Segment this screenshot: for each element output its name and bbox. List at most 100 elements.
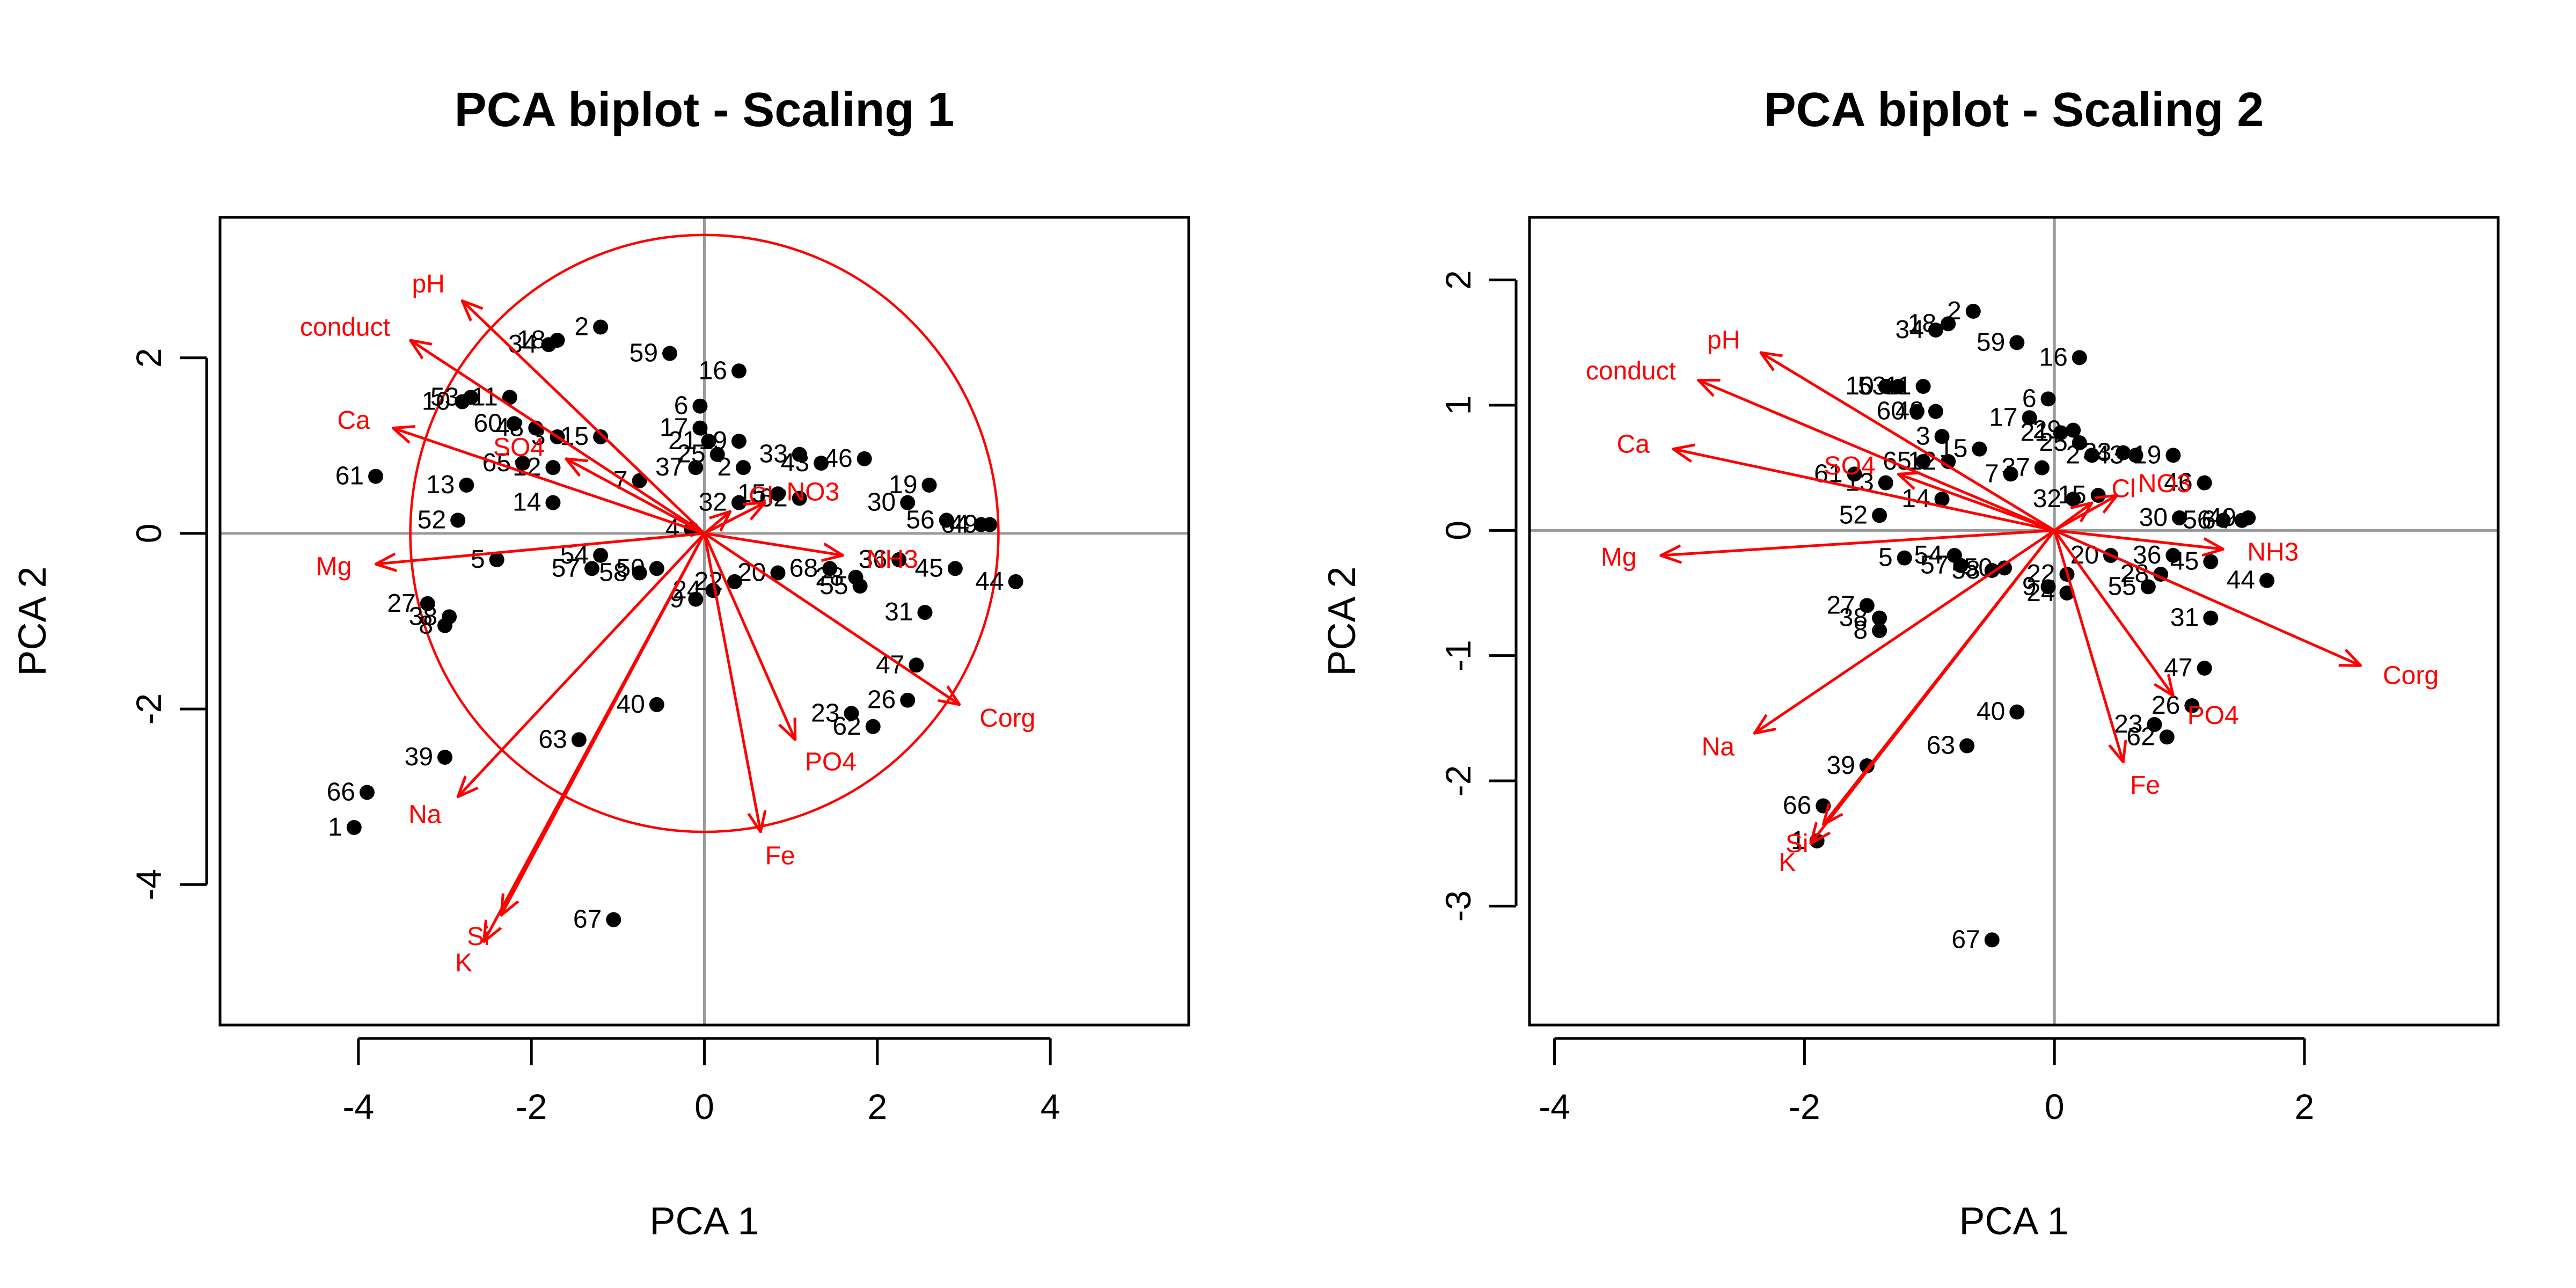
variable-label: Corg bbox=[2383, 662, 2439, 690]
site-label: 36 bbox=[2133, 541, 2161, 569]
site-label: 49 bbox=[2208, 503, 2236, 532]
variable-label: SO4 bbox=[1824, 452, 1876, 480]
site-label: 53 bbox=[1858, 372, 1886, 400]
variable-arrow bbox=[2053, 529, 2173, 696]
y-tick-label: -3 bbox=[1438, 890, 1478, 922]
site-label: 32 bbox=[699, 488, 727, 517]
variable-arrow bbox=[2053, 530, 2123, 762]
site-label: 34 bbox=[1896, 316, 1924, 344]
site-label: 5 bbox=[471, 545, 485, 574]
site-point bbox=[359, 785, 375, 800]
site-point bbox=[2203, 610, 2219, 626]
site-label: 63 bbox=[1927, 731, 1955, 760]
variable-arrow bbox=[704, 503, 765, 535]
variable-label: PO4 bbox=[805, 748, 857, 777]
variable-label: NO3 bbox=[786, 478, 839, 506]
site-label: 60 bbox=[1877, 397, 1905, 426]
x-tick-label: 4 bbox=[1041, 1087, 1060, 1126]
site-label: 59 bbox=[630, 339, 658, 368]
site-label: 18 bbox=[517, 326, 545, 354]
site-point bbox=[701, 434, 716, 449]
site-label: 56 bbox=[2183, 506, 2211, 535]
site-label: 52 bbox=[1839, 501, 1868, 529]
site-point bbox=[770, 565, 786, 581]
site-label: 66 bbox=[1783, 792, 1811, 820]
site-label: 44 bbox=[2227, 566, 2255, 595]
site-point bbox=[1859, 598, 1875, 613]
site-point bbox=[515, 456, 531, 471]
variable-label: Cl bbox=[2111, 474, 2135, 503]
site-point bbox=[1953, 558, 1968, 573]
site-label: 37 bbox=[655, 453, 684, 481]
site-point bbox=[1847, 466, 1862, 482]
site-label: 33 bbox=[759, 440, 787, 469]
site-point bbox=[2084, 448, 2100, 463]
variable-arrow bbox=[703, 533, 761, 832]
site-label: 2 bbox=[574, 312, 589, 341]
site-point bbox=[502, 390, 517, 405]
site-label: 25 bbox=[2039, 428, 2067, 457]
site-point bbox=[437, 618, 453, 633]
site-label: 57 bbox=[552, 554, 580, 582]
site-point bbox=[947, 561, 963, 576]
site-label: 2 bbox=[1947, 297, 1962, 325]
site-label: 8 bbox=[1853, 616, 1868, 645]
variable-label: Corg bbox=[979, 704, 1035, 733]
biplot-panel-2: PCA biplot - Scaling 2183425916617212925… bbox=[1321, 83, 2500, 1243]
variable-label: Na bbox=[408, 801, 442, 829]
y-axis: -3 -2 -1 0 1 2 bbox=[1438, 270, 1518, 922]
site-point bbox=[593, 429, 609, 444]
y-tick-label: 2 bbox=[129, 348, 169, 368]
site-label: 13 bbox=[426, 471, 455, 499]
x-tick-label: -4 bbox=[1539, 1087, 1570, 1126]
site-label: 20 bbox=[2070, 541, 2099, 569]
site-label: 3 bbox=[1916, 422, 1930, 450]
x-tick-label: 0 bbox=[2045, 1087, 2065, 1126]
site-point bbox=[2259, 573, 2275, 588]
plot-frame bbox=[1528, 216, 2500, 1027]
site-point bbox=[420, 596, 435, 611]
x-tick-label: 2 bbox=[2295, 1087, 2315, 1126]
site-point bbox=[921, 477, 937, 493]
site-point bbox=[917, 605, 933, 620]
site-label: 10 bbox=[1845, 372, 1874, 400]
site-point bbox=[606, 912, 621, 927]
site-label: 58 bbox=[599, 559, 627, 587]
variable-arrow bbox=[703, 532, 795, 740]
site-point bbox=[2172, 510, 2187, 525]
site-point bbox=[731, 434, 747, 449]
variable-label: conduct bbox=[300, 313, 390, 341]
variable-arrow bbox=[376, 532, 705, 564]
site-label: 15 bbox=[1939, 435, 1967, 463]
site-label: 61 bbox=[335, 462, 364, 491]
site-point bbox=[1915, 454, 1931, 469]
site-label: 55 bbox=[819, 572, 848, 600]
site-label: 6 bbox=[674, 392, 689, 420]
x-tick-label: -2 bbox=[516, 1087, 547, 1126]
variable-label: SO4 bbox=[493, 434, 545, 462]
variable-arrow bbox=[1673, 449, 2055, 532]
site-label: 32 bbox=[2033, 485, 2061, 513]
site-point bbox=[463, 390, 479, 405]
site-point bbox=[909, 657, 924, 673]
site-label: 67 bbox=[573, 905, 602, 934]
site-label: 38 bbox=[409, 602, 437, 631]
site-point bbox=[593, 319, 609, 335]
site-point bbox=[2165, 548, 2181, 563]
variable-label: conduct bbox=[1586, 357, 1676, 385]
x-tick-label: 0 bbox=[694, 1087, 714, 1126]
site-label: 14 bbox=[513, 488, 541, 517]
site-label: 31 bbox=[884, 598, 913, 626]
x-axis-label: PCA 1 bbox=[649, 1200, 759, 1243]
site-label: 68 bbox=[789, 554, 818, 582]
site-point bbox=[1878, 475, 1893, 491]
site-point bbox=[2053, 425, 2068, 441]
site-point bbox=[346, 819, 362, 835]
site-point bbox=[1872, 623, 1887, 638]
x-tick-label: -4 bbox=[343, 1087, 375, 1126]
site-point bbox=[709, 447, 725, 462]
site-point bbox=[2184, 698, 2200, 713]
site-point bbox=[1928, 323, 1943, 338]
site-label: 67 bbox=[1951, 925, 1980, 954]
site-label: 9 bbox=[2022, 572, 2037, 601]
